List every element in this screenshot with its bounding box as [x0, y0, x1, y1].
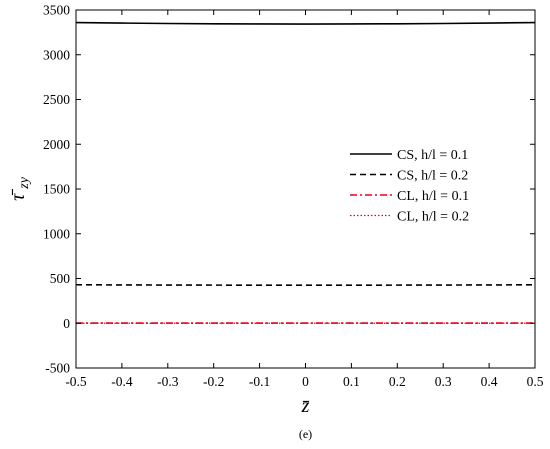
x-tick-label: -0.4: [111, 374, 133, 389]
x-tick-label: 0: [302, 374, 309, 389]
x-tick-label: -0.5: [65, 374, 87, 389]
y-tick-label: 2000: [43, 137, 70, 152]
x-tick-label: -0.1: [249, 374, 270, 389]
series-layer: [75, 21, 536, 324]
x-tick-label: -0.2: [203, 374, 224, 389]
x-axis-label: z̄: [301, 395, 310, 417]
x-tick-label: 0.4: [481, 374, 498, 389]
legend-label-3: CL, h/l = 0.1: [397, 189, 469, 204]
y-tick-label: 3500: [43, 3, 70, 18]
series-line-1: [75, 21, 536, 25]
ticks-layer: -0.5 -0.4 -0.3 -0.2 -0.1 0 0.1 0.2 0.3 0.4 0.5 -500…: [43, 3, 544, 390]
x-tick-label: 0.1: [343, 374, 360, 389]
y-axis-label-main: τ̄: [7, 189, 29, 201]
plot-frame: [75, 9, 536, 369]
x-tick-label: -0.3: [157, 374, 179, 389]
y-tick-label: 500: [50, 271, 71, 286]
y-tick-label: 0: [63, 316, 70, 331]
y-tick-label: 3000: [43, 47, 70, 62]
y-tick-label: 2500: [43, 92, 70, 107]
figure-caption: (e): [299, 427, 312, 441]
legend-label-2: CS, h/l = 0.2: [397, 169, 468, 184]
legend: CS, h/l = 0.1 CS, h/l = 0.2 CL, h/l = 0.1 C…: [346, 140, 496, 225]
x-tick-label: 0.3: [435, 374, 452, 389]
x-tick-label: 0.2: [389, 374, 406, 389]
y-axis-label-sub: zy: [17, 176, 32, 189]
y-tick-label: 1000: [43, 226, 70, 241]
y-axis-label: τ̄ zy: [7, 176, 32, 201]
y-tick-label: -500: [45, 361, 70, 376]
legend-label-1: CS, h/l = 0.1: [397, 148, 468, 163]
legend-label-4: CL, h/l = 0.2: [397, 210, 469, 225]
x-tick-label: 0.5: [527, 374, 544, 389]
y-tick-label: 1500: [43, 182, 70, 197]
